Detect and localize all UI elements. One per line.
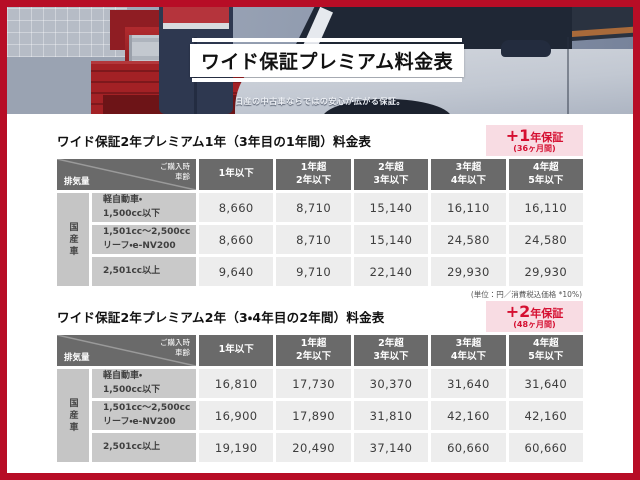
price-cell: 8,660: [199, 225, 274, 254]
badge-months: (36ヶ月間): [513, 143, 556, 153]
badge-suffix: 年保証: [530, 306, 564, 320]
badge-months: (48ヶ月間): [513, 319, 556, 329]
price-cell: 29,930: [431, 257, 506, 286]
price-cell: 9,710: [276, 257, 351, 286]
row-label: 2,501cc以上: [92, 257, 196, 286]
badge-plus-number: +2: [505, 301, 531, 321]
banner-title: ワイド保証プレミアム料金表: [200, 51, 454, 73]
age-header-5: 4年超 5年以下: [508, 335, 583, 366]
price-cell: 42,160: [431, 401, 506, 430]
age-header-4: 3年超 4年以下: [431, 159, 506, 190]
price-cell: 16,110: [508, 193, 583, 222]
price-cell: 29,930: [508, 257, 583, 286]
warranty-banner: ワイド保証プレミアム料金表: [190, 44, 464, 77]
age-header-1: 1年以下: [199, 159, 274, 190]
purchase-age-label: ご購入時 車齢: [160, 338, 190, 357]
age-header-3: 2年超 3年以下: [353, 159, 429, 190]
banner-top-stripe: [192, 38, 462, 42]
age-header-5: 4年超 5年以下: [508, 159, 583, 190]
corner-cell: ご購入時 車齢 排気量: [57, 159, 196, 190]
banner-bottom-stripe: [192, 78, 462, 82]
diagonal-divider: [57, 159, 196, 190]
price-cell: 60,660: [508, 433, 583, 462]
unit-note: (単位：円／消費税込価格 *10%): [470, 290, 582, 299]
price-cell: 9,640: [199, 257, 274, 286]
price-cell: 24,580: [431, 225, 506, 254]
corner-cell: ご購入時 車齢 排気量: [57, 335, 196, 366]
price-cell: 15,140: [353, 193, 429, 222]
table1-title: ワイド保証2年プレミアム1年（3年目の1年間）料金表: [57, 134, 372, 149]
price-cell: 8,710: [276, 225, 351, 254]
price-cell: 15,140: [353, 225, 429, 254]
diagonal-divider: [57, 335, 196, 366]
price-cell: 31,810: [353, 401, 429, 430]
age-header-2: 1年超 2年以下: [276, 159, 351, 190]
displacement-label: 排気量: [64, 353, 90, 363]
hero-photo: ワイド保証プレミアム料金表 日産の中古車ならではの安心が広がる保証。: [7, 7, 633, 114]
price-cell: 60,660: [431, 433, 506, 462]
age-header-2: 1年超 2年以下: [276, 335, 351, 366]
price-cell: 30,370: [353, 369, 429, 398]
price-cell: 16,810: [199, 369, 274, 398]
car-door-line: [567, 37, 570, 114]
row-label: 2,501cc以上: [92, 433, 196, 462]
badge-plus-number: +1: [505, 125, 531, 145]
price-table-2: ご購入時 車齢 排気量 1年以下 1年超 2年以下 2年超 3年以下 3年超 4…: [57, 335, 583, 462]
group-label-domestic: 国産車: [57, 369, 89, 462]
table1-title-row: ワイド保証2年プレミアム1年（3年目の1年間）料金表 +1年保証 (36ヶ月間): [57, 125, 583, 156]
price-cell: 31,640: [431, 369, 506, 398]
row-label: 1,501cc～2,500cc リーフ・e-NV200: [92, 225, 196, 254]
mechanic-uniform-white-stripe: [163, 23, 229, 29]
tagline: 日産の中古車ならではの安心が広がる保証。: [235, 97, 405, 106]
price-cell: 24,580: [508, 225, 583, 254]
car-side-mirror: [501, 40, 551, 57]
purchase-age-label: ご購入時 車齢: [160, 162, 190, 181]
price-cell: 31,640: [508, 369, 583, 398]
row-label: 1,501cc～2,500cc リーフ・e-NV200: [92, 401, 196, 430]
age-header-1: 1年以下: [199, 335, 274, 366]
price-cell: 22,140: [353, 257, 429, 286]
car-wheel-arch: [322, 99, 452, 114]
table2-title: ワイド保証2年プレミアム2年（3・4年目の2年間）料金表: [57, 310, 385, 325]
price-cell: 19,190: [199, 433, 274, 462]
price-table-1: ご購入時 車齢 排気量 1年以下 1年超 2年以下 2年超 3年以下 3年超 4…: [57, 159, 583, 286]
price-cell: 8,660: [199, 193, 274, 222]
price-cell: 42,160: [508, 401, 583, 430]
price-cell: 16,900: [199, 401, 274, 430]
mechanic-uniform-red-band: [163, 7, 229, 23]
plus-two-year-badge: +2年保証 (48ヶ月間): [486, 301, 583, 332]
price-cell: 17,730: [276, 369, 351, 398]
displacement-label: 排気量: [64, 177, 90, 187]
price-cell: 16,110: [431, 193, 506, 222]
age-header-4: 3年超 4年以下: [431, 335, 506, 366]
age-header-3: 2年超 3年以下: [353, 335, 429, 366]
price-cell: 8,710: [276, 193, 351, 222]
price-cell: 37,140: [353, 433, 429, 462]
row-label: 軽自動車・ 1,500cc以下: [92, 369, 196, 398]
row-label: 軽自動車・ 1,500cc以下: [92, 193, 196, 222]
price-tables-area: ワイド保証2年プレミアム1年（3年目の1年間）料金表 +1年保証 (36ヶ月間)…: [7, 114, 633, 462]
price-cell: 17,890: [276, 401, 351, 430]
badge-suffix: 年保証: [530, 130, 564, 144]
price-cell: 20,490: [276, 433, 351, 462]
group-label-domestic: 国産車: [57, 193, 89, 286]
plus-one-year-badge: +1年保証 (36ヶ月間): [486, 125, 583, 156]
table2-title-row: ワイド保証2年プレミアム2年（3・4年目の2年間）料金表 +2年保証 (48ヶ月…: [57, 301, 583, 332]
